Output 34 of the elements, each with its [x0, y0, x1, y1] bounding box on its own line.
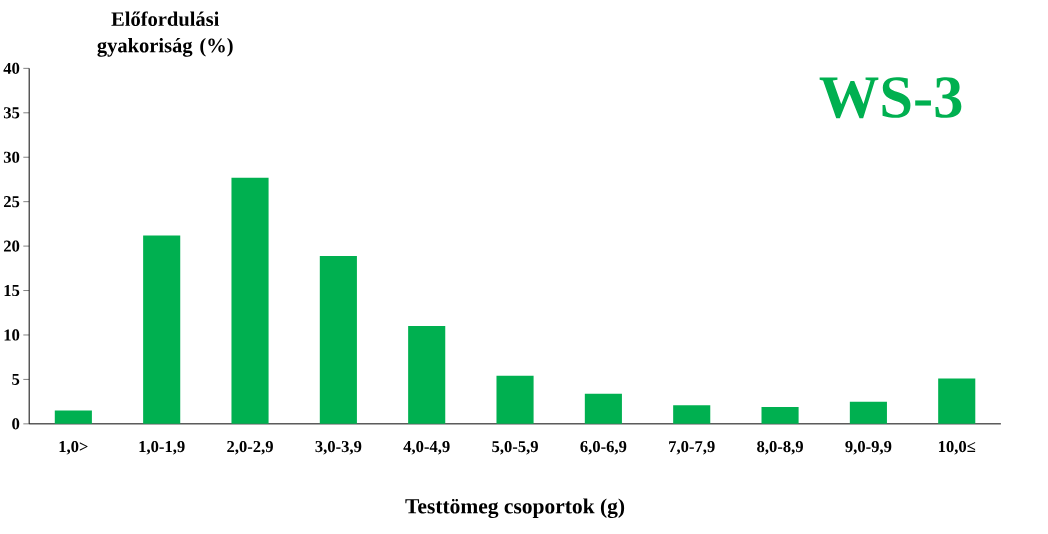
- x-tick-label: 5,0-5,9: [492, 440, 538, 455]
- bar: [761, 406, 799, 424]
- bar: [673, 405, 711, 424]
- x-tick-label: 9,0-9,9: [845, 440, 892, 455]
- x-tick-label: 2,0-2,9: [227, 440, 273, 455]
- bar: [231, 177, 269, 424]
- x-tick-label: 10,0≤: [938, 440, 976, 455]
- y-axis-title: Előfordulási gyakoriság (%): [97, 11, 233, 57]
- bar: [319, 255, 357, 424]
- bar: [408, 326, 446, 424]
- y-tick-label: 40: [3, 62, 20, 74]
- annotation: WS-3: [819, 77, 962, 119]
- x-tick-label: 1,0>: [59, 440, 88, 455]
- bar: [54, 410, 92, 424]
- y-tick-label: 5: [12, 373, 20, 385]
- y-tick-label: 20: [3, 240, 20, 252]
- bar: [849, 401, 887, 424]
- bar: [584, 393, 622, 424]
- y-tick-label: 35: [3, 107, 20, 119]
- x-tick-label: 7,0-7,9: [669, 440, 715, 455]
- y-tick-label: 25: [3, 195, 20, 208]
- y-tick-label: 30: [3, 151, 20, 163]
- y-tick-label: 15: [4, 284, 20, 297]
- y-tick-label: 10: [4, 329, 20, 341]
- x-tick-label: 1,0-1,9: [139, 440, 185, 455]
- bar: [938, 378, 976, 424]
- x-tick-label: 3,0-3,9: [315, 440, 362, 455]
- bar: [496, 375, 534, 424]
- x-tick-label: 6,0-6,9: [580, 440, 627, 455]
- x-tick-label: 8,0-8,9: [757, 440, 803, 455]
- y-tick-label: 0: [12, 418, 20, 430]
- bar: [143, 235, 181, 424]
- x-tick-label: 4,0-4,9: [403, 440, 450, 455]
- x-axis-title: Testtömeg csoportok (g): [405, 498, 625, 518]
